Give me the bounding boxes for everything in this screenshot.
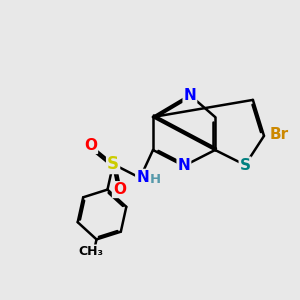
Text: O: O xyxy=(84,138,97,153)
Text: N: N xyxy=(178,158,190,173)
Text: S: S xyxy=(107,155,119,173)
Text: N: N xyxy=(184,88,196,103)
Text: CH₃: CH₃ xyxy=(78,245,103,258)
Text: Br: Br xyxy=(270,127,289,142)
Text: H: H xyxy=(150,173,161,186)
Text: O: O xyxy=(113,182,126,197)
Text: N: N xyxy=(136,170,149,185)
Text: S: S xyxy=(240,158,250,172)
